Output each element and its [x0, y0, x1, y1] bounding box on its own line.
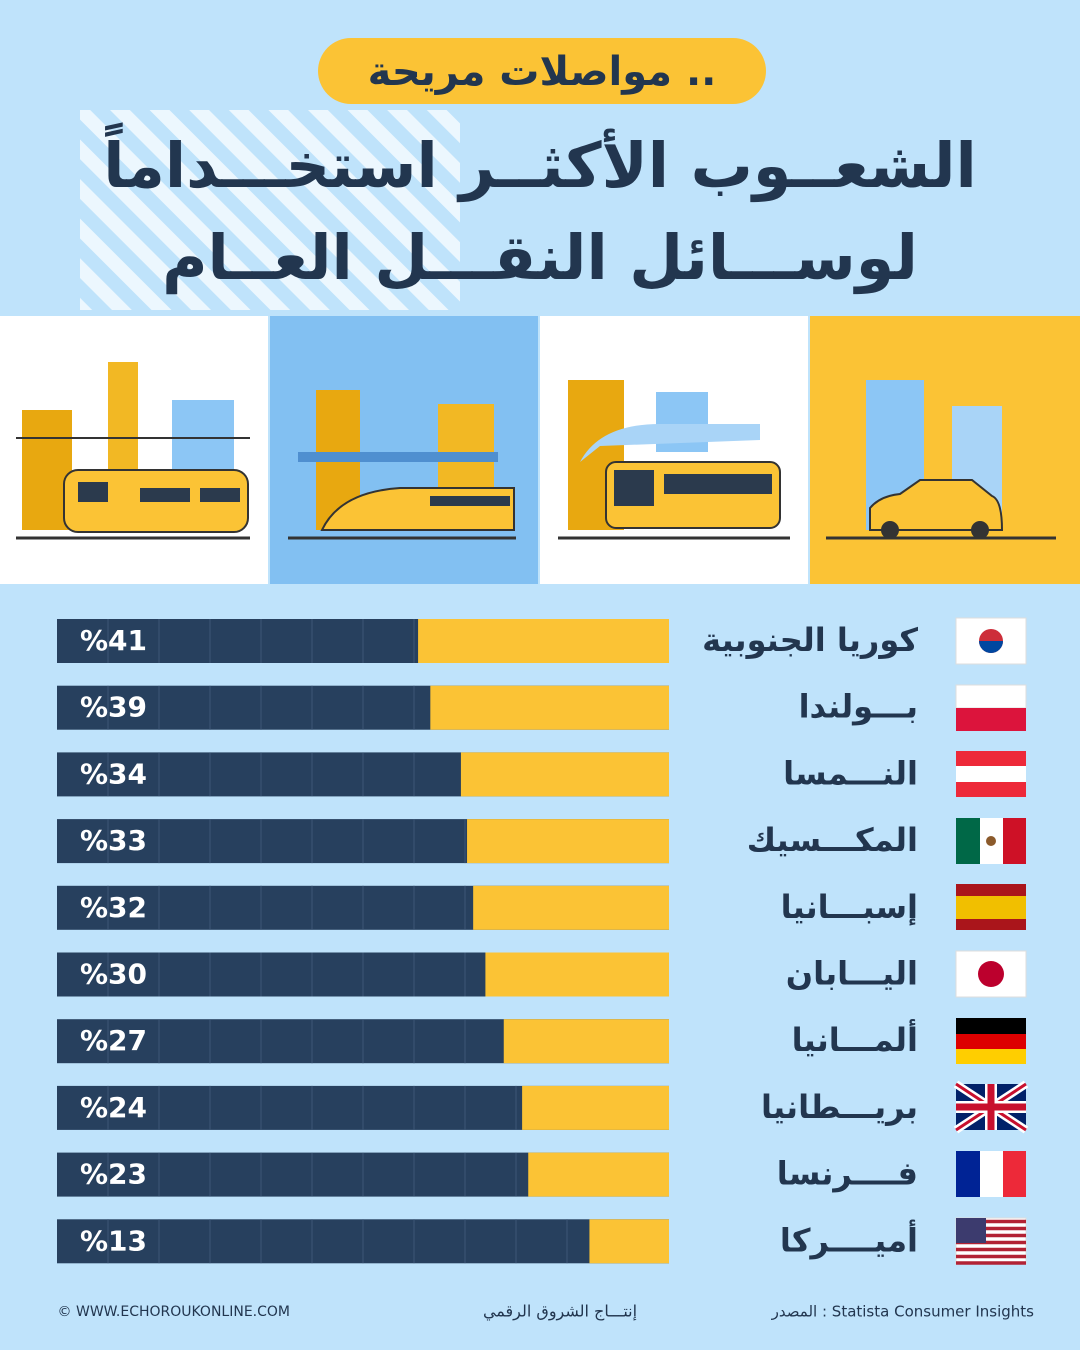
category-label: إسبـــانيا [781, 888, 918, 927]
category-label: بريـــطانيا [761, 1088, 918, 1126]
illustrations [0, 316, 1080, 584]
category-label: النـــمسا [783, 754, 918, 792]
value-label: %13 [80, 1224, 147, 1257]
category-label: اليـــابان [786, 955, 918, 993]
hatch-decoration [80, 110, 460, 310]
category-label: أميــــركا [780, 1219, 918, 1259]
category-label: ألمـــانيا [792, 1019, 918, 1059]
value-label: %23 [80, 1158, 147, 1191]
category-label: المكـــسيك [747, 821, 918, 859]
value-label: %30 [80, 958, 147, 991]
bar [503, 1019, 669, 1064]
title-line: لوســـائل النقـــل العــام [162, 221, 918, 295]
value-label: %24 [80, 1091, 147, 1124]
bar [418, 619, 669, 663]
title-line: الشعــوب الأكثــر استخـــداماً [103, 121, 977, 202]
value-label: %27 [80, 1024, 147, 1057]
bar [473, 885, 669, 930]
value-label: %33 [80, 824, 147, 857]
category-label: فــــرنسا [777, 1155, 918, 1193]
flags [953, 617, 1029, 1265]
bar [528, 1152, 669, 1197]
bar [430, 685, 669, 730]
source: المصدر : Statista Consumer Insights [771, 1303, 1035, 1321]
value-label: %34 [80, 757, 147, 790]
bar [485, 952, 669, 997]
category-label: بـــولندا [799, 688, 918, 726]
value-label: %32 [80, 891, 147, 924]
header-tag: مواصلات مريحة .. [368, 49, 717, 95]
bar [467, 819, 669, 864]
value-label: %39 [80, 691, 147, 724]
website: © WWW.ECHOROUKONLINE.COM [58, 1304, 290, 1320]
bar [522, 1085, 669, 1130]
value-label: %41 [80, 624, 147, 657]
producer: إنتـــاج الشروق الرقمي [483, 1302, 637, 1322]
bar [460, 752, 669, 797]
tag-pill [318, 38, 766, 104]
bar [589, 1219, 669, 1264]
category-label: كوريا الجنوبية [702, 621, 918, 659]
